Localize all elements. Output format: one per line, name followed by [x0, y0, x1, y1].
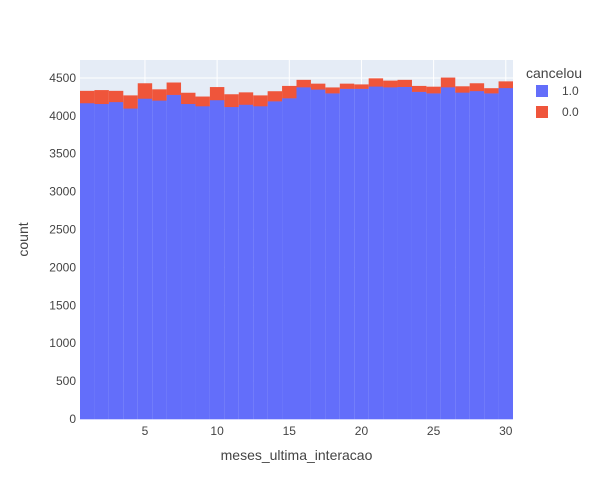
- y-tick-label: 3000: [49, 185, 76, 199]
- bar-series-1-x-14: [267, 91, 283, 102]
- x-tick-label: 15: [283, 424, 297, 438]
- bar-series-0-x-29: [484, 93, 499, 420]
- bar-series-1-x-20: [354, 84, 369, 89]
- y-tick-label: 3500: [49, 147, 76, 161]
- x-tick-label: 20: [355, 424, 369, 438]
- bar-series-1-x-5: [137, 83, 153, 99]
- legend-items: 1.0 0.0: [536, 84, 579, 119]
- bar-series-1-x-4: [123, 95, 138, 109]
- bar-series-0-x-22: [383, 87, 398, 420]
- bar-series-0-x-4: [123, 108, 138, 420]
- bar-series-0-x-5: [137, 98, 153, 420]
- bar-series-0-x-13: [253, 106, 268, 420]
- bar-series-1-x-9: [195, 96, 210, 107]
- bar-series-1-x-30: [498, 81, 513, 89]
- bar-series-1-x-16: [296, 79, 311, 88]
- bar-series-0-x-3: [108, 101, 124, 420]
- bar-series-0-x-10: [209, 99, 225, 420]
- y-tick-label: 4500: [49, 71, 76, 85]
- bar-series-0-x-6: [152, 100, 167, 420]
- bar-series-1-x-2: [94, 90, 109, 105]
- x-tick-label: 10: [210, 424, 224, 438]
- legend-swatch-1.0[interactable]: [536, 85, 548, 97]
- x-axis-ticks: 5 10 15 20 25 30: [142, 424, 513, 438]
- bar-series-0-x-27: [455, 92, 470, 420]
- legend-label-1.0[interactable]: 1.0: [562, 84, 579, 98]
- bar-series-1-x-1: [80, 90, 95, 104]
- bar-series-1-x-27: [455, 86, 470, 93]
- bar-series-0-x-11: [224, 106, 239, 420]
- y-tick-label: 4000: [49, 109, 76, 123]
- bar-series-0-x-7: [166, 94, 182, 420]
- y-tick-label: 1500: [49, 298, 76, 312]
- bar-series-0-x-2: [94, 103, 109, 420]
- y-tick-label: 2500: [49, 223, 76, 237]
- bar-series-1-x-15: [282, 85, 297, 99]
- bar-series-0-x-18: [325, 93, 340, 420]
- x-tick-label: 5: [142, 424, 149, 438]
- bar-series-0-x-24: [411, 91, 427, 420]
- legend: cancelou 1.0 0.0: [526, 65, 582, 119]
- bar-series-0-x-30: [498, 87, 513, 420]
- bars: [80, 77, 513, 420]
- bar-series-0-x-26: [440, 87, 456, 420]
- bar-series-0-x-15: [282, 98, 297, 420]
- x-axis-title: meses_ultima_interacao: [221, 447, 373, 463]
- bar-series-0-x-23: [397, 86, 412, 420]
- bar-series-0-x-21: [368, 86, 384, 420]
- y-tick-label: 1000: [49, 336, 76, 350]
- bar-series-1-x-24: [411, 85, 427, 92]
- bar-series-1-x-23: [397, 79, 412, 87]
- bar-series-0-x-12: [238, 104, 254, 420]
- bar-series-1-x-18: [325, 87, 340, 94]
- bar-series-1-x-17: [310, 83, 326, 90]
- bar-series-1-x-8: [181, 92, 196, 105]
- y-tick-label: 500: [56, 374, 76, 388]
- bar-series-1-x-28: [469, 83, 485, 92]
- bar-series-1-x-11: [224, 94, 239, 108]
- x-tick-label: 30: [499, 424, 513, 438]
- bar-series-1-x-3: [108, 90, 124, 103]
- bar-series-1-x-12: [238, 92, 254, 105]
- bar-series-0-x-1: [80, 102, 95, 420]
- bar-series-1-x-26: [440, 77, 456, 88]
- y-tick-label: 0: [69, 412, 76, 426]
- bar-series-1-x-29: [484, 88, 499, 94]
- bar-series-0-x-9: [195, 106, 210, 420]
- bar-series-1-x-6: [152, 89, 167, 101]
- bar-series-1-x-22: [383, 80, 398, 88]
- y-axis-title: count: [15, 222, 31, 256]
- bar-series-0-x-20: [354, 88, 369, 420]
- bar-series-1-x-13: [253, 95, 268, 107]
- y-tick-label: 2000: [49, 260, 76, 274]
- bar-series-0-x-25: [426, 93, 441, 420]
- bar-series-1-x-7: [166, 82, 182, 95]
- y-axis-ticks: 0 500 1000 1500 2000 2500 3000 3500 4000 4500: [49, 71, 76, 426]
- x-tick-label: 25: [427, 424, 441, 438]
- bar-series-0-x-28: [469, 90, 485, 420]
- bar-series-0-x-16: [296, 87, 311, 420]
- legend-swatch-0.0[interactable]: [536, 106, 548, 118]
- bar-series-1-x-10: [209, 87, 225, 101]
- bar-series-1-x-21: [368, 78, 384, 87]
- bar-series-0-x-19: [339, 88, 355, 420]
- legend-label-0.0[interactable]: 0.0: [562, 105, 579, 119]
- bar-series-0-x-8: [181, 103, 196, 420]
- bar-series-1-x-25: [426, 86, 441, 94]
- bar-series-0-x-17: [310, 89, 326, 420]
- legend-title: cancelou: [526, 65, 582, 81]
- bar-series-1-x-19: [339, 83, 355, 89]
- bar-series-0-x-14: [267, 101, 283, 420]
